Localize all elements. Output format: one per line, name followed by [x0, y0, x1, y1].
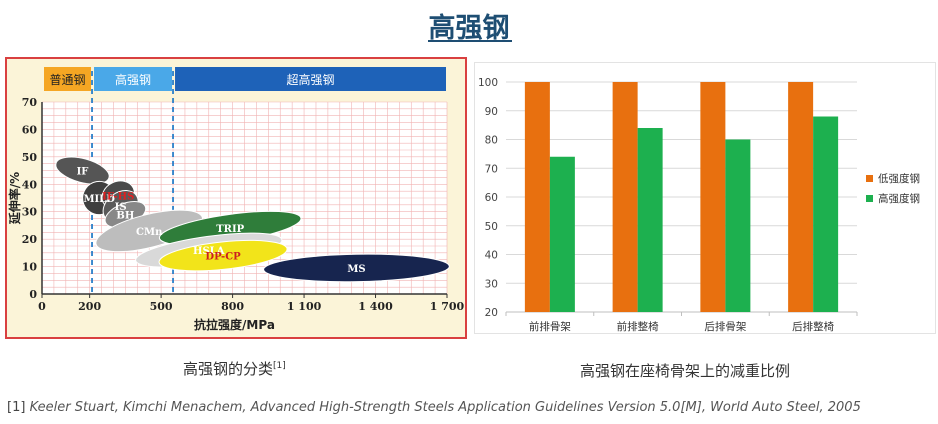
y-tick-label: 30 [22, 206, 38, 219]
y-tick-label: 80 [485, 135, 498, 147]
region-label-MS: MS [347, 264, 365, 275]
y-tick-label: 40 [22, 178, 38, 191]
y-tick-label: 50 [22, 151, 38, 164]
title-underline [428, 40, 512, 42]
x-tick-label: 800 [221, 300, 244, 313]
caption-left: 高强钢的分类[1] [183, 358, 286, 379]
region-label-DP-CP: DP-CP [205, 252, 241, 263]
region-label-CMn: CMn [136, 227, 163, 238]
y-tick-label: 20 [22, 233, 38, 246]
region-DP-CP [158, 239, 288, 272]
x-axis-label: 抗拉强度/MPa [194, 317, 275, 332]
reference-text: Keeler Stuart, Kimchi Menachem, Advanced… [29, 400, 861, 415]
band-label-2: 超高强钢 [287, 72, 335, 87]
x-tick-label: 1 100 [287, 300, 322, 313]
region-label-IF: IF [77, 167, 89, 178]
region-MS [263, 253, 450, 283]
y-tick-label: 70 [22, 96, 38, 109]
caption-right: 高强钢在座椅骨架上的减重比例 [580, 362, 791, 380]
y-tick-label: 30 [485, 278, 498, 290]
y-tick-label: 10 [22, 261, 38, 274]
x-tick-label: 1 700 [430, 300, 465, 313]
y-tick-label: 50 [485, 221, 498, 233]
y-tick-label: 20 [485, 307, 498, 319]
y-tick-label: 60 [22, 123, 38, 136]
y-tick-label: 40 [485, 250, 498, 262]
y-tick-label: 0 [29, 288, 37, 301]
page-title: 高强钢 [428, 13, 510, 44]
bar-前排骨架-低强度钢 [524, 82, 550, 312]
x-tick-label: 500 [150, 300, 173, 313]
legend-label-高强度钢: 高强度钢 [878, 192, 920, 205]
y-axis-label: 延伸率/% [7, 172, 22, 225]
reference-number: [1] [7, 400, 26, 415]
x-tick-label: 后排整椅 [792, 320, 834, 333]
bar-后排整椅-高强度钢 [813, 116, 839, 312]
legend-swatch-高强度钢 [866, 195, 873, 202]
bar-后排整椅-低强度钢 [788, 82, 814, 312]
x-tick-label: 前排骨架 [529, 320, 571, 333]
bar-前排骨架-高强度钢 [549, 156, 575, 312]
band-label-1: 高强钢 [115, 72, 151, 87]
region-label-IS: IS [115, 202, 127, 213]
y-tick-label: 100 [478, 77, 498, 89]
x-tick-label: 后排骨架 [704, 320, 746, 333]
caption-left-text: 高强钢的分类 [183, 360, 274, 378]
band-1 [94, 67, 173, 91]
region-label-BH: BH [116, 210, 134, 221]
x-tick-label: 0 [38, 300, 46, 313]
band-2 [175, 67, 446, 91]
region-label-MILD: MILD [83, 194, 115, 205]
x-tick-label: 200 [78, 300, 101, 313]
band-0 [44, 67, 92, 91]
y-tick-label: 60 [485, 192, 498, 204]
bar-后排骨架-高强度钢 [725, 139, 751, 312]
x-tick-label: 前排整椅 [617, 320, 659, 333]
y-tick-label: 70 [485, 163, 498, 175]
bar-前排整椅-高强度钢 [637, 128, 663, 312]
y-tick-label: 90 [485, 106, 498, 118]
x-tick-label: 1 400 [358, 300, 393, 313]
caption-left-ref: [1] [273, 361, 286, 371]
bar-前排整椅-低强度钢 [612, 82, 638, 312]
weight-reduction-bar-chart: 20 30 40 50 60 70 80 90 100 前排骨架 前排整椅 后排骨架 后排整椅 低强度钢高… [474, 62, 936, 334]
region-CMn [95, 209, 204, 253]
legend-swatch-低强度钢 [866, 175, 873, 182]
region-IF [55, 156, 110, 185]
region-label-TRIP: TRIP [216, 224, 244, 235]
reference: [1] Keeler Stuart, Kimchi Menachem, Adva… [7, 400, 861, 415]
bar-后排骨架-低强度钢 [700, 82, 726, 312]
region-label-IF-HS: IF-HS [102, 191, 134, 202]
legend-label-低强度钢: 低强度钢 [878, 172, 920, 185]
region-label-HSLA: HSLA [193, 246, 225, 257]
band-label-0: 普通钢 [50, 73, 86, 87]
